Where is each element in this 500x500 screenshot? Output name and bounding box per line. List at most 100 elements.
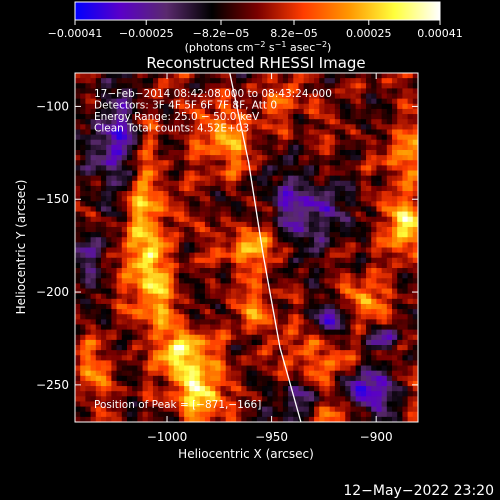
- heatmap-cell: [168, 165, 175, 172]
- heatmap-cell: [262, 124, 268, 131]
- heatmap-cell: [178, 83, 185, 89]
- heatmap-cell: [142, 232, 149, 238]
- heatmap-cell: [85, 160, 92, 166]
- heatmap-cell: [152, 170, 159, 177]
- heatmap-cell: [230, 226, 237, 233]
- heatmap-cell: [277, 175, 284, 182]
- heatmap-cell: [308, 262, 315, 269]
- heatmap-cell: [397, 288, 404, 295]
- heatmap-cell: [293, 134, 300, 141]
- heatmap-cell: [272, 406, 279, 413]
- heatmap-cell: [303, 396, 310, 403]
- heatmap-cell: [251, 406, 258, 413]
- heatmap-cell: [220, 273, 227, 279]
- heatmap-cell: [256, 339, 263, 346]
- heatmap-cell: [402, 268, 409, 274]
- heatmap-cell: [230, 355, 237, 362]
- heatmap-cell: [366, 375, 372, 382]
- heatmap-cell: [152, 180, 159, 187]
- heatmap-cell: [126, 355, 133, 362]
- heatmap-cell: [288, 108, 294, 115]
- heatmap-cell: [199, 380, 206, 387]
- heatmap-cell: [142, 350, 149, 356]
- heatmap-cell: [158, 252, 164, 259]
- heatmap-cell: [236, 134, 242, 141]
- heatmap-cell: [220, 180, 227, 187]
- heatmap-cell: [334, 355, 341, 362]
- heatmap-cell: [199, 401, 206, 408]
- heatmap-cell: [236, 298, 242, 305]
- heatmap-cell: [366, 170, 372, 177]
- heatmap-cell: [303, 88, 310, 95]
- heatmap-cell: [277, 416, 284, 422]
- heatmap-cell: [204, 339, 211, 346]
- heatmap-cell: [277, 406, 284, 413]
- heatmap-cell: [158, 124, 164, 131]
- heatmap-cell: [251, 247, 258, 254]
- heatmap-cell: [137, 103, 144, 110]
- heatmap-cell: [163, 206, 170, 213]
- heatmap-cell: [324, 262, 331, 269]
- heatmap-cell: [111, 288, 118, 295]
- heatmap-cell: [152, 257, 159, 264]
- heatmap-cell: [80, 380, 86, 387]
- heatmap-cell: [319, 416, 326, 422]
- heatmap-cell: [324, 175, 331, 182]
- heatmap-cell: [225, 232, 232, 238]
- heatmap-cell: [319, 350, 326, 356]
- heatmap-cell: [199, 298, 206, 305]
- heatmap-cell: [106, 78, 112, 84]
- heatmap-cell: [407, 139, 414, 146]
- heatmap-cell: [137, 386, 144, 392]
- heatmap-cell: [225, 211, 232, 218]
- heatmap-cell: [199, 221, 206, 228]
- heatmap-cell: [345, 185, 352, 192]
- heatmap-cell: [90, 139, 97, 146]
- heatmap-cell: [282, 350, 289, 356]
- heatmap-cell: [267, 232, 274, 238]
- heatmap-cell: [381, 345, 388, 351]
- heatmap-cell: [194, 293, 201, 300]
- heatmap-cell: [210, 211, 216, 218]
- heatmap-cell: [95, 334, 102, 341]
- heatmap-cell: [230, 334, 237, 341]
- heatmap-cell: [360, 319, 367, 326]
- heatmap-cell: [402, 191, 409, 197]
- heatmap-cell: [360, 237, 367, 243]
- heatmap-cell: [204, 216, 211, 223]
- heatmap-cell: [407, 170, 414, 177]
- heatmap-cell: [308, 170, 315, 177]
- heatmap-cell: [147, 416, 154, 422]
- heatmap-cell: [184, 226, 190, 233]
- heatmap-cell: [277, 98, 284, 105]
- heatmap-cell: [407, 201, 414, 208]
- heatmap-cell: [345, 386, 352, 392]
- heatmap-cell: [126, 191, 133, 197]
- heatmap-cell: [204, 298, 211, 305]
- heatmap-cell: [204, 201, 211, 208]
- heatmap-cell: [371, 93, 378, 100]
- heatmap-cell: [152, 339, 159, 346]
- heatmap-cell: [163, 268, 170, 274]
- heatmap-cell: [360, 211, 367, 218]
- heatmap-cell: [95, 345, 102, 351]
- heatmap-cell: [303, 78, 310, 84]
- heatmap-cell: [262, 273, 268, 279]
- heatmap-cell: [376, 185, 383, 192]
- heatmap-cell: [85, 221, 92, 228]
- heatmap-cell: [163, 288, 170, 295]
- heatmap-cell: [246, 108, 253, 115]
- heatmap-cell: [220, 298, 227, 305]
- heatmap-cell: [340, 283, 346, 290]
- heatmap-cell: [132, 103, 138, 110]
- heatmap-cell: [158, 262, 164, 269]
- heatmap-cell: [236, 185, 242, 192]
- heatmap-cell: [381, 226, 388, 233]
- heatmap-cell: [225, 252, 232, 259]
- heatmap-cell: [210, 165, 216, 172]
- heatmap-cell: [199, 273, 206, 279]
- heatmap-cell: [152, 114, 159, 120]
- heatmap-cell: [340, 226, 346, 233]
- heatmap-cell: [308, 237, 315, 243]
- heatmap-cell: [173, 324, 180, 331]
